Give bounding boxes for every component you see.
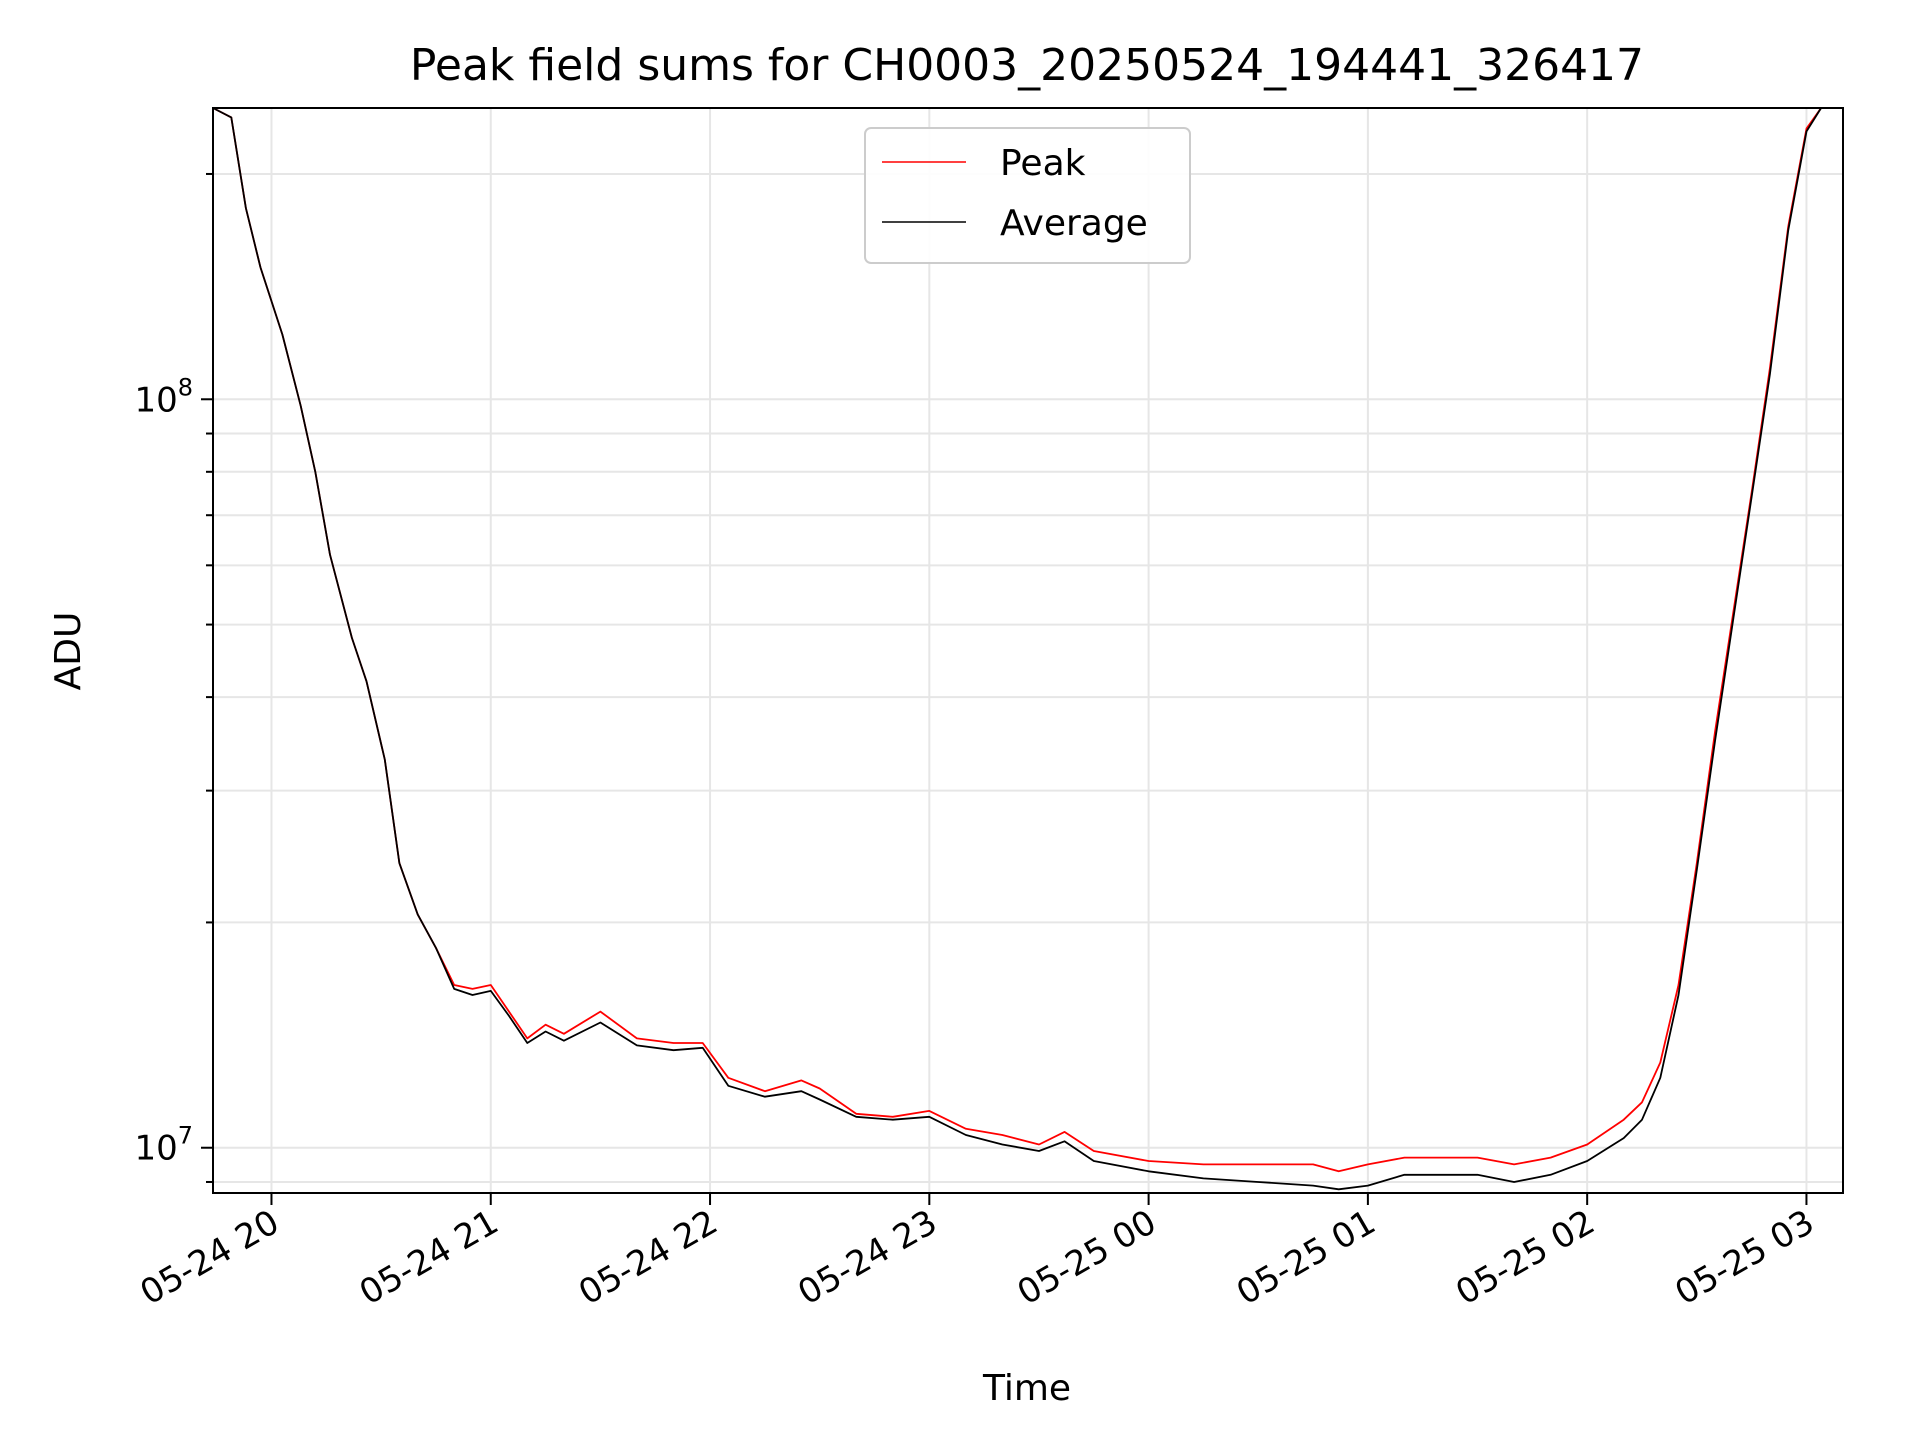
series-line-average [212,107,1822,1191]
y-axis-label: ADU [48,612,89,691]
legend: Peak Average [864,127,1191,264]
y-tick-label: 108 [134,373,193,420]
x-axis-label: Time [982,1368,1071,1409]
plot-area [212,107,1822,1191]
plot-frame [212,107,1844,1194]
gridlines [213,108,1843,1193]
chart-title: Peak field sums for CH0003_20250524_1944… [410,40,1644,91]
legend-label-average: Average [1000,203,1148,244]
legend-label-peak: Peak [1000,143,1086,184]
y-axis: 107 108 [134,172,213,1183]
y-tick-label: 107 [134,1122,193,1169]
